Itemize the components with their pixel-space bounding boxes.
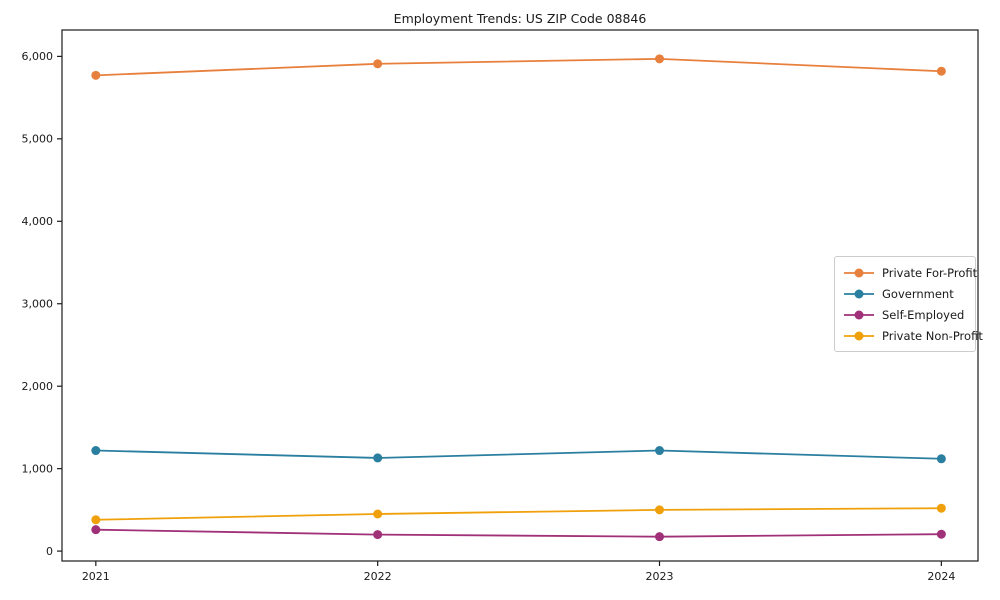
data-point: [373, 453, 383, 463]
data-point: [936, 529, 946, 539]
y-tick-label: 5,000: [22, 133, 54, 146]
data-point: [91, 446, 101, 456]
y-tick-label: 2,000: [22, 380, 54, 393]
legend-item-self-employed: Self-Employed: [842, 304, 967, 325]
y-tick-label: 3,000: [22, 298, 54, 311]
legend-item-private-for-profit: Private For-Profit: [842, 262, 977, 283]
data-point: [655, 505, 665, 515]
legend-marker-icon: [844, 331, 874, 340]
data-point: [655, 54, 665, 64]
y-tick-label: 0: [46, 545, 53, 558]
legend-marker-icon: [844, 289, 874, 298]
legend-item-private-non-profit: Private Non-Profit: [842, 325, 983, 346]
data-point: [936, 66, 946, 76]
series-line-private-for-profit: [95, 57, 942, 77]
legend-label: Private For-Profit: [882, 265, 978, 280]
series-line-self-employed: [95, 528, 942, 538]
data-point: [655, 446, 665, 456]
data-point: [936, 454, 946, 464]
plot-frame: [61, 29, 979, 562]
x-tick-label: 2024: [927, 570, 955, 583]
legend-label: Government: [882, 286, 954, 301]
x-tick-label: 2023: [646, 570, 674, 583]
data-point: [91, 525, 101, 535]
legend: Private For-Profit Government Self-Employe…: [834, 256, 983, 352]
data-point: [91, 515, 101, 525]
series-line-government: [95, 449, 942, 460]
legend-marker-icon: [844, 268, 874, 277]
y-tick-label: 4,000: [22, 215, 54, 228]
data-point: [91, 70, 101, 80]
data-point: [936, 503, 946, 513]
data-point: [373, 509, 383, 519]
legend-item-government: Government: [842, 283, 967, 304]
y-tick-label: 1,000: [22, 462, 54, 475]
chart-title: Employment Trends: US ZIP Code 08846: [393, 11, 647, 26]
data-point: [655, 532, 665, 542]
legend-marker-icon: [844, 310, 874, 319]
data-point: [373, 59, 383, 69]
series-line-private-non-profit: [95, 507, 942, 521]
x-tick-label: 2021: [82, 570, 110, 583]
x-tick-label: 2022: [364, 570, 392, 583]
data-point: [373, 530, 383, 540]
y-tick-label: 6,000: [22, 50, 54, 63]
legend-label: Self-Employed: [882, 307, 965, 322]
legend-label: Private Non-Profit: [882, 328, 983, 343]
